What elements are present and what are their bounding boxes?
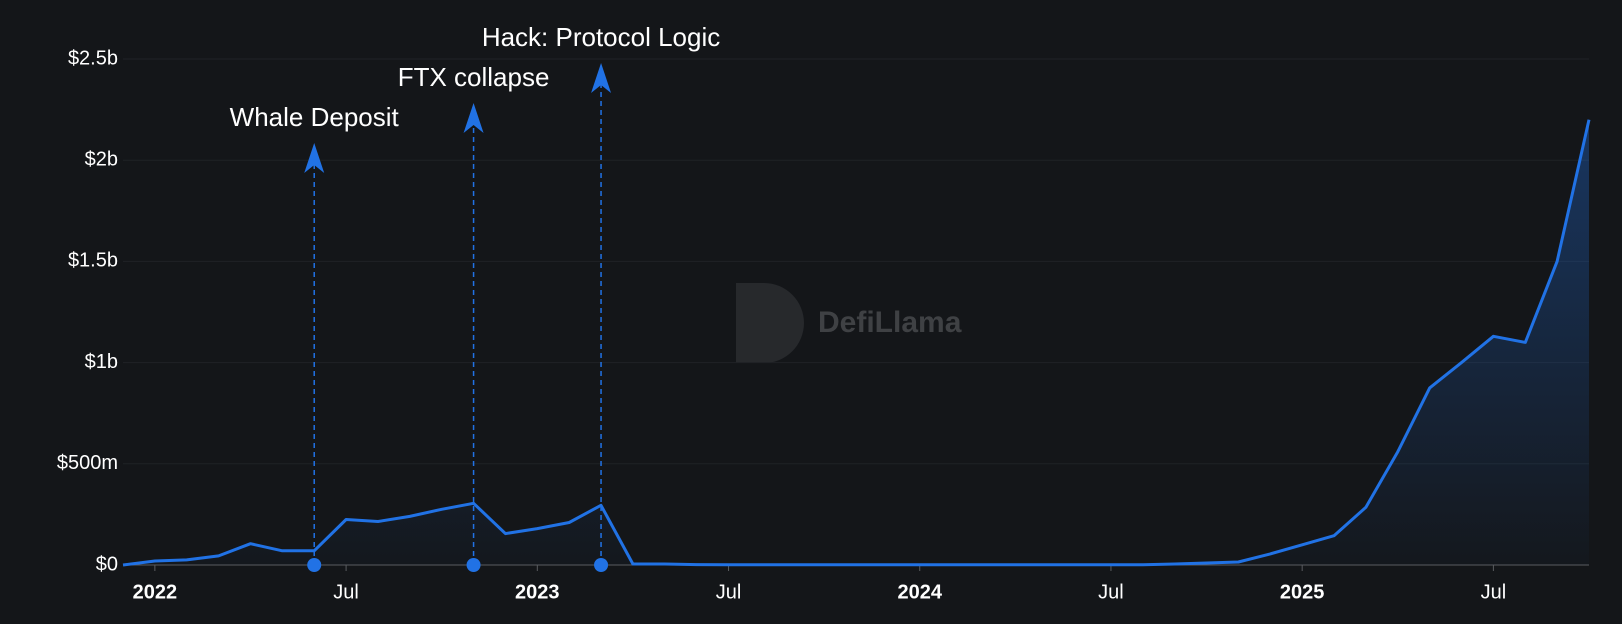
annotation-label: FTX collapse [398, 62, 550, 92]
y-tick-label: $2.5b [68, 47, 118, 69]
x-tick-label: Jul [716, 581, 742, 603]
x-tick-label: Jul [1481, 581, 1507, 603]
annotation-arrow [463, 103, 484, 133]
x-tick-label: 2022 [133, 581, 178, 603]
annotation-arrow [591, 63, 612, 93]
annotation-label: Whale Deposit [230, 102, 400, 132]
annotation-dot [594, 558, 609, 572]
x-tick-label: Jul [1098, 581, 1124, 603]
y-tick-label: $2b [85, 148, 118, 170]
area-fill [123, 119, 1589, 565]
y-tick-label: $500m [57, 452, 118, 474]
watermark-text: DefiLlama [818, 306, 962, 339]
line [122, 119, 1591, 567]
annotation-dot [466, 558, 481, 572]
watermark-logo [736, 283, 804, 363]
y-tick-label: $0 [96, 553, 118, 575]
x-tick-label: 2023 [515, 581, 560, 603]
annotation-label: Hack: Protocol Logic [482, 22, 720, 52]
y-tick-label: $1.5b [68, 250, 118, 272]
annotation-arrow [304, 143, 325, 173]
x-tick-label: 2025 [1280, 581, 1325, 603]
annotation-dot [307, 558, 322, 572]
y-tick-label: $1b [85, 351, 118, 373]
x-tick-label: Jul [333, 581, 359, 603]
x-tick-label: 2024 [897, 581, 942, 603]
watermark: DefiLlama [736, 283, 962, 363]
